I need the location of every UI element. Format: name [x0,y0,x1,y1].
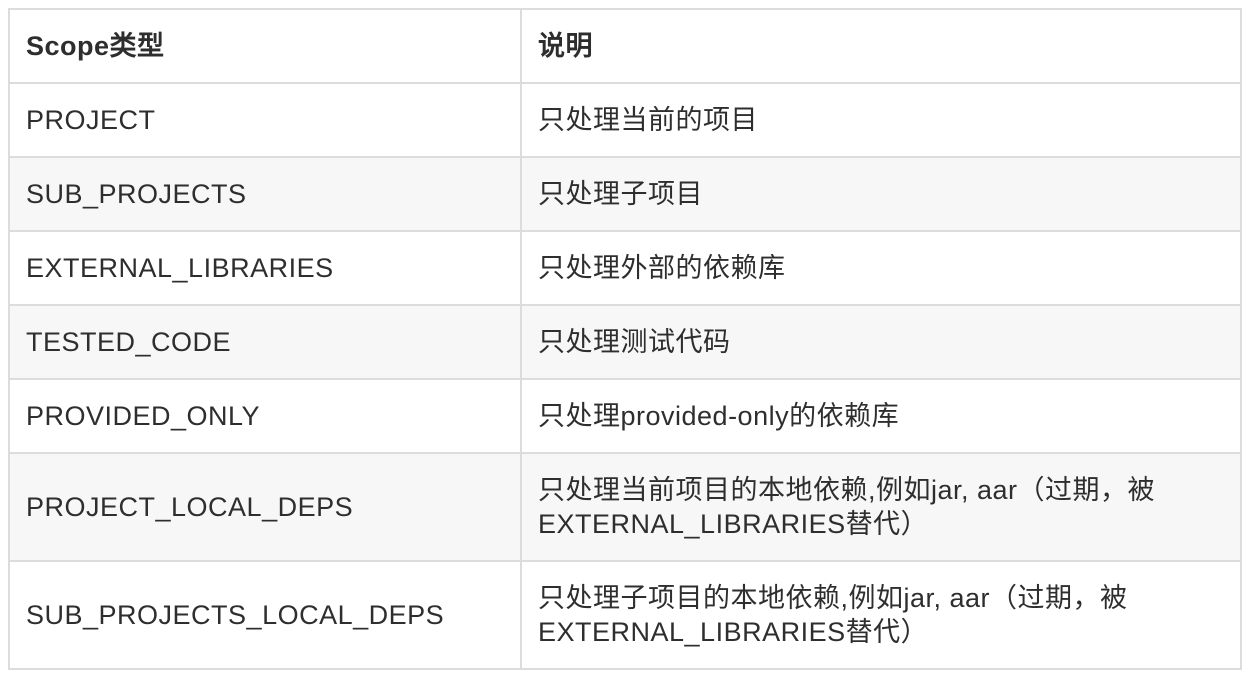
table-row: PROVIDED_ONLY 只处理provided-only的依赖库 [8,378,1242,454]
column-header-description: 说明 [520,8,1242,84]
scope-cell: SUB_PROJECTS [8,156,522,232]
table-header-row: Scope类型 说明 [8,8,1242,84]
description-cell: 只处理当前的项目 [520,82,1242,158]
description-cell: 只处理当前项目的本地依赖,例如jar, aar（过期，被EXTERNAL_LIB… [520,452,1242,562]
description-cell: 只处理子项目 [520,156,1242,232]
scope-cell: TESTED_CODE [8,304,522,380]
scope-cell: PROVIDED_ONLY [8,378,522,454]
scope-cell: SUB_PROJECTS_LOCAL_DEPS [8,560,522,670]
description-cell: 只处理provided-only的依赖库 [520,378,1242,454]
table-row: PROJECT_LOCAL_DEPS 只处理当前项目的本地依赖,例如jar, a… [8,452,1242,562]
description-cell: 只处理子项目的本地依赖,例如jar, aar（过期，被EXTERNAL_LIBR… [520,560,1242,670]
description-cell: 只处理外部的依赖库 [520,230,1242,306]
description-cell: 只处理测试代码 [520,304,1242,380]
scope-cell: EXTERNAL_LIBRARIES [8,230,522,306]
table-row: SUB_PROJECTS 只处理子项目 [8,156,1242,232]
scope-cell: PROJECT_LOCAL_DEPS [8,452,522,562]
table-row: TESTED_CODE 只处理测试代码 [8,304,1242,380]
table-row: EXTERNAL_LIBRARIES 只处理外部的依赖库 [8,230,1242,306]
scope-cell: PROJECT [8,82,522,158]
table-row: SUB_PROJECTS_LOCAL_DEPS 只处理子项目的本地依赖,例如ja… [8,560,1242,670]
scope-types-table: Scope类型 说明 PROJECT 只处理当前的项目 SUB_PROJECTS… [8,8,1242,670]
column-header-scope: Scope类型 [8,8,522,84]
table-row: PROJECT 只处理当前的项目 [8,82,1242,158]
